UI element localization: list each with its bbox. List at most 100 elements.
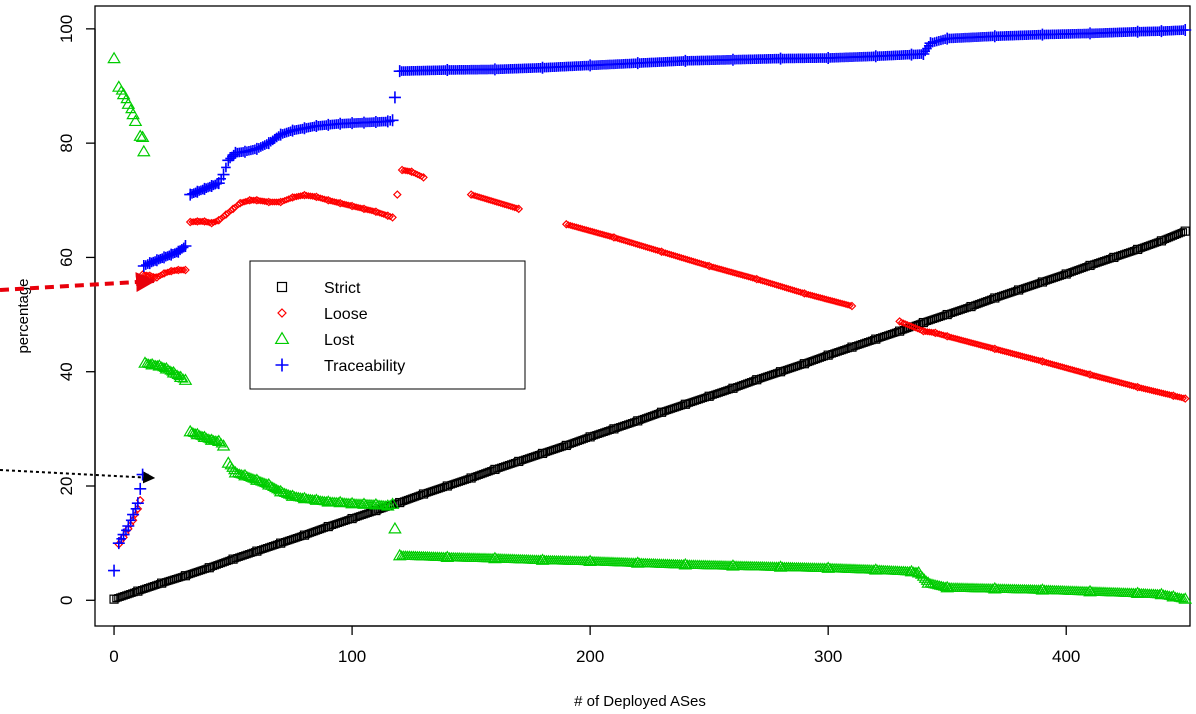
x-tick-label: 0: [109, 647, 118, 666]
data-point: [963, 337, 971, 346]
data-point: [957, 336, 965, 344]
x-axis-title: # of Deployed ASes: [574, 693, 706, 710]
data-point: [1083, 584, 1097, 597]
data-point: [338, 199, 346, 208]
data-point: [1173, 393, 1181, 401]
data-point: [574, 223, 582, 232]
data-point: [1143, 385, 1152, 394]
data-point: [578, 225, 586, 233]
data-point: [830, 297, 838, 305]
data-point: [1096, 373, 1104, 381]
data-point: [618, 236, 626, 244]
data-point: [620, 236, 628, 245]
data-point: [826, 296, 834, 304]
data-point: [596, 229, 604, 238]
data-point: [792, 287, 801, 295]
data-point: [975, 341, 983, 349]
data-point: [644, 243, 652, 252]
data-point: [981, 342, 989, 350]
data-point: [937, 312, 946, 321]
data-point: [190, 218, 198, 226]
data-point: [842, 300, 850, 309]
data-point: [675, 402, 684, 411]
data-point: [1171, 392, 1179, 400]
data-point: [1060, 363, 1068, 372]
data-point: [693, 258, 701, 267]
data-point: [824, 296, 832, 304]
data-point: [1035, 583, 1050, 595]
data-point: [157, 361, 169, 372]
data-point: [392, 548, 407, 561]
series-strict: [109, 226, 1190, 604]
y-tick-label: 60: [57, 248, 76, 267]
data-point: [362, 205, 370, 213]
data-point: [726, 559, 740, 571]
data-point: [935, 330, 943, 338]
data-point: [776, 282, 785, 290]
data-point: [1135, 383, 1144, 392]
data-point: [774, 282, 783, 290]
data-point: [810, 292, 818, 300]
data-point: [350, 202, 358, 211]
data-point: [707, 262, 715, 271]
data-point: [352, 203, 360, 211]
data-point: [977, 341, 985, 349]
data-point: [840, 300, 848, 308]
data-point: [130, 504, 141, 514]
data-point: [568, 222, 576, 230]
data-point: [487, 196, 495, 205]
data-point: [665, 250, 674, 258]
data-point: [1052, 361, 1060, 369]
data-point: [340, 200, 348, 208]
series-lost: [107, 51, 1193, 604]
data-point: [485, 467, 493, 476]
data-point: [988, 581, 1002, 594]
data-point: [979, 342, 987, 350]
data-point: [473, 192, 481, 201]
data-point: [806, 291, 814, 299]
data-point: [1054, 362, 1062, 370]
data-point: [715, 265, 723, 273]
data-point: [745, 273, 753, 281]
y-tick-label: 20: [57, 477, 76, 496]
data-point: [822, 295, 830, 303]
data-point: [1009, 349, 1017, 358]
data-point: [689, 257, 697, 265]
data-point: [1078, 368, 1086, 377]
data-point: [897, 318, 906, 326]
data-point: [929, 328, 937, 337]
data-point: [1032, 280, 1041, 288]
data-point: [437, 484, 446, 492]
data-point: [630, 239, 638, 248]
data-point: [580, 225, 588, 233]
data-point: [133, 129, 148, 141]
data-point: [503, 201, 511, 209]
data-point: [584, 226, 592, 234]
data-point: [269, 482, 281, 493]
data-point: [580, 435, 588, 443]
data-point: [1100, 374, 1108, 382]
series-traceability: [108, 24, 1192, 577]
data-point: [953, 335, 961, 343]
black-annotation-arrow: [0, 469, 156, 484]
data-point: [507, 202, 515, 211]
data-point: [1112, 377, 1120, 386]
data-point: [386, 114, 399, 127]
data-point: [782, 284, 791, 292]
data-point: [388, 213, 397, 222]
data-point: [1050, 361, 1058, 369]
data-point: [501, 201, 509, 209]
data-point: [681, 255, 689, 263]
data-point: [1153, 388, 1162, 396]
data-point: [818, 294, 826, 302]
data-point: [917, 48, 930, 60]
data-point: [471, 192, 479, 200]
data-point: [126, 107, 140, 120]
data-point: [217, 168, 230, 181]
data-point: [199, 565, 208, 574]
data-point: [961, 304, 969, 313]
data-point: [1040, 358, 1049, 366]
data-point: [576, 224, 584, 232]
data-point: [969, 339, 977, 347]
data-point: [719, 266, 727, 274]
